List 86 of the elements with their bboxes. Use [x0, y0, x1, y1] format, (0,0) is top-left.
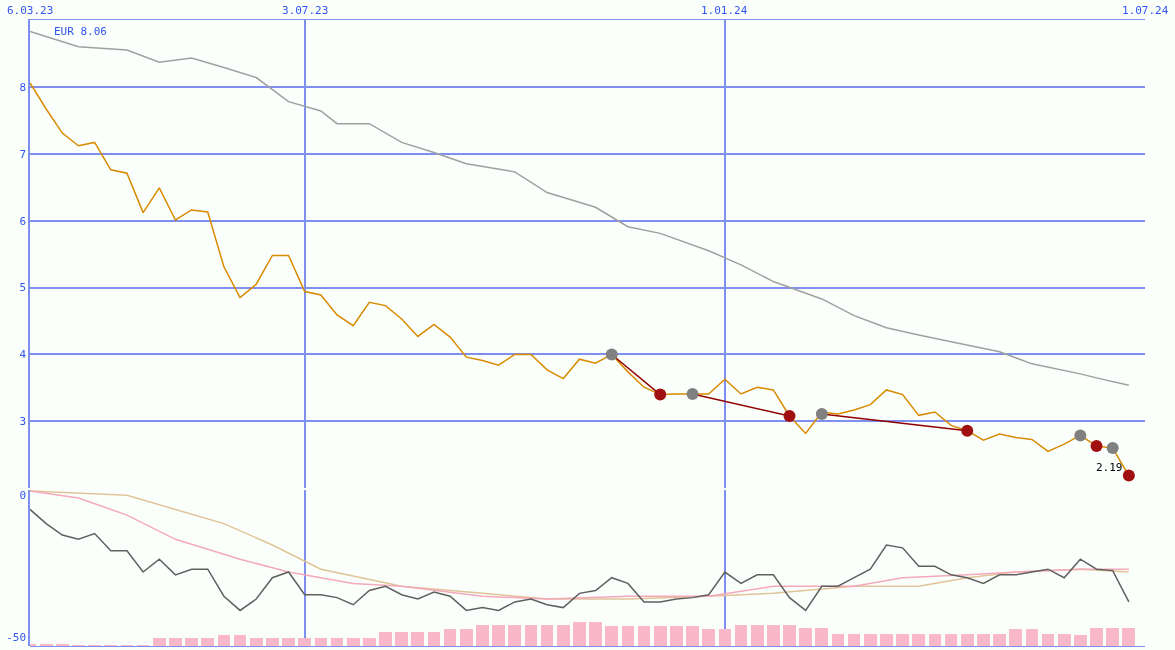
- bar: [1122, 627, 1135, 646]
- bar: [961, 633, 974, 646]
- bar: [864, 633, 877, 646]
- bar: [767, 624, 780, 646]
- point: [961, 424, 974, 437]
- point: [654, 388, 667, 401]
- bar: [1009, 628, 1022, 646]
- bar: [379, 631, 392, 646]
- bar: [912, 633, 925, 646]
- bar: [411, 631, 424, 646]
- annotation: 2.19: [1096, 461, 1123, 474]
- bar: [848, 633, 860, 646]
- bar: [1058, 633, 1071, 646]
- bar: [218, 634, 230, 646]
- bar: [1042, 633, 1054, 646]
- point: [815, 408, 828, 420]
- y-tick-label: 5: [19, 281, 27, 295]
- bar: [815, 627, 828, 646]
- bar: [153, 637, 166, 646]
- bar: [557, 624, 570, 646]
- bar: [1026, 628, 1038, 646]
- bar: [508, 624, 521, 646]
- bar: [945, 633, 957, 646]
- bar: [250, 637, 263, 646]
- bar: [331, 637, 343, 646]
- bar: [605, 625, 618, 646]
- bar: [654, 625, 667, 646]
- bar: [719, 628, 731, 646]
- point: [1074, 429, 1087, 442]
- y-tick-label: 6: [19, 214, 27, 228]
- bar: [751, 624, 764, 646]
- point: [1090, 440, 1103, 453]
- y-tick-label: 3: [19, 415, 27, 429]
- bar: [282, 637, 295, 646]
- bar: [428, 631, 440, 646]
- point: [1106, 442, 1119, 455]
- bar: [993, 633, 1006, 646]
- bar: [460, 628, 473, 646]
- bar: [492, 624, 505, 646]
- bar: [363, 637, 376, 646]
- bar: [298, 637, 311, 646]
- line-series: [30, 508, 1130, 612]
- bar: [444, 628, 456, 646]
- bar: [315, 637, 327, 646]
- y-tick-label: 7: [19, 147, 27, 161]
- bar: [670, 625, 683, 646]
- y-tick-label: -50: [6, 631, 27, 645]
- point: [605, 348, 618, 361]
- y-tick-label: 4: [19, 348, 27, 362]
- bar: [266, 637, 279, 646]
- bar: [799, 627, 812, 646]
- bar: [525, 624, 537, 646]
- bar: [541, 624, 553, 646]
- bar: [589, 621, 602, 646]
- bar: [832, 633, 844, 646]
- bar: [622, 625, 634, 646]
- point: [1122, 469, 1135, 482]
- point: [686, 387, 699, 400]
- x-tick-label: 1.01.24: [701, 4, 748, 17]
- bar: [977, 633, 990, 646]
- bar: [347, 637, 360, 646]
- bar: [783, 624, 796, 646]
- bar: [185, 637, 198, 646]
- bar: [735, 624, 747, 646]
- point: [783, 410, 796, 422]
- bar: [1074, 634, 1087, 646]
- bar: [476, 624, 489, 646]
- bar: [896, 633, 909, 646]
- bar: [201, 637, 214, 646]
- y-tick-label: 8: [19, 80, 27, 94]
- bar: [395, 631, 408, 646]
- bar: [638, 625, 650, 646]
- bar: [169, 637, 182, 646]
- bar: [702, 628, 715, 646]
- x-tick-label: 6.03.23: [7, 4, 54, 17]
- bar: [1106, 627, 1119, 646]
- annotation: EUR 8.06: [54, 25, 107, 38]
- y-tick-label: 0: [19, 489, 27, 503]
- x-tick-label: 1.07.24: [1122, 4, 1169, 17]
- bar: [1090, 627, 1103, 646]
- bar: [234, 634, 246, 646]
- bar: [929, 633, 941, 646]
- bar: [573, 621, 586, 646]
- bar: [880, 633, 893, 646]
- x-tick-label: 3.07.23: [282, 4, 329, 17]
- bar: [686, 625, 699, 646]
